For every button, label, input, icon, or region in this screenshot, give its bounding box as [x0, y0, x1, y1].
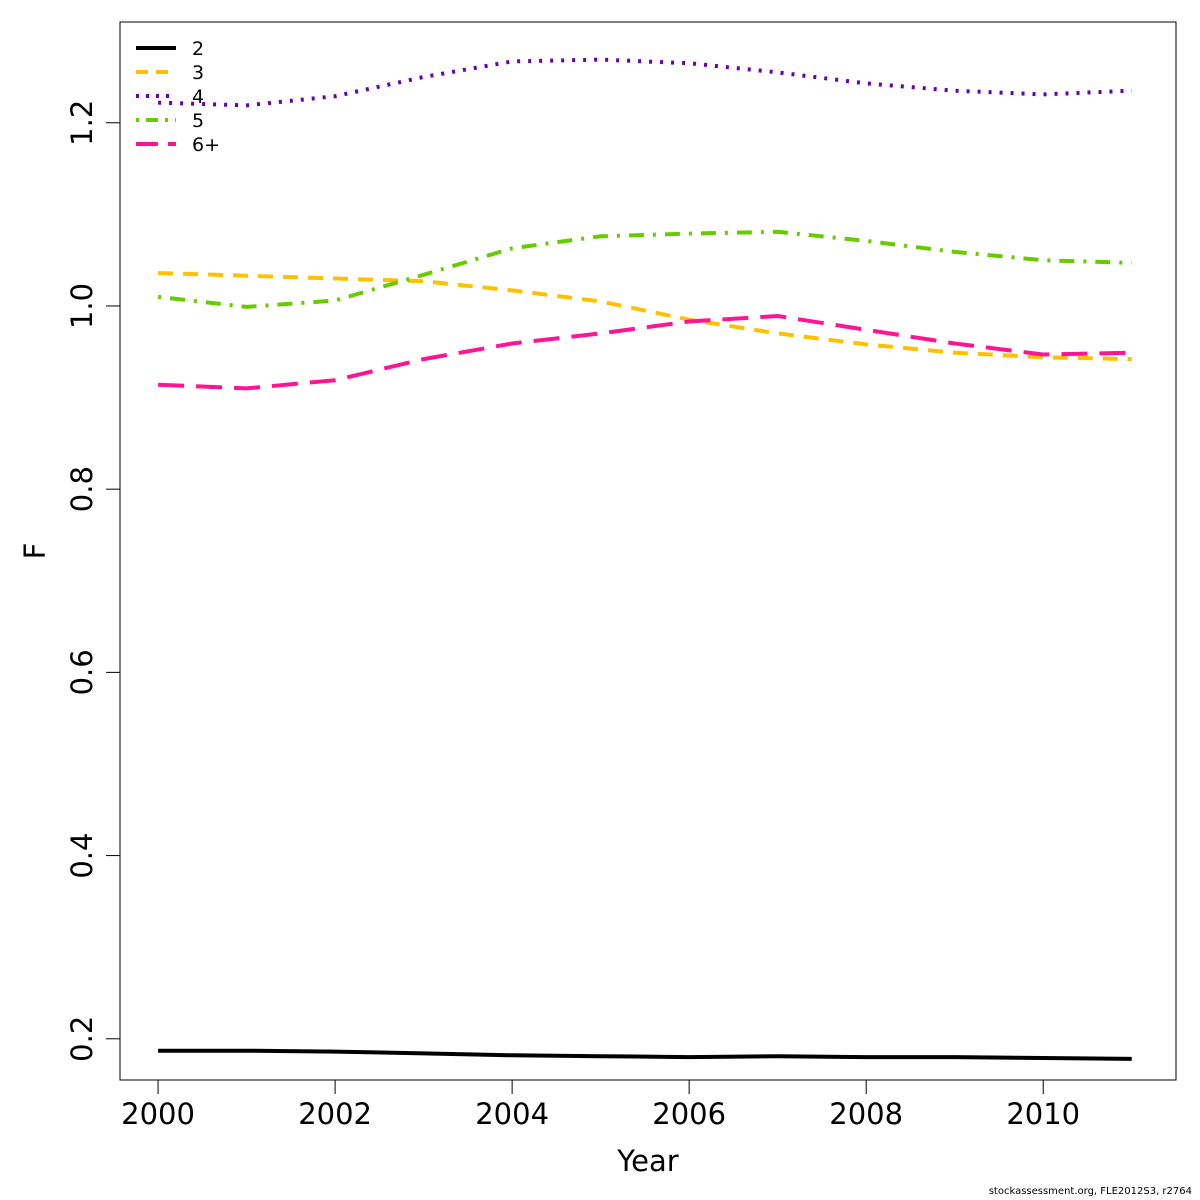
- series-5-point: [776, 230, 780, 234]
- series-6-plus-point: [1041, 353, 1045, 357]
- series-6-plus-point: [333, 378, 337, 382]
- legend-label: 2: [192, 38, 204, 60]
- series-6-plus-point: [776, 314, 780, 318]
- x-tick-label: 2010: [1006, 1097, 1080, 1131]
- series-3-point: [510, 288, 514, 292]
- series-4-point: [333, 94, 337, 98]
- series-2-line: [158, 1048, 1132, 1061]
- y-tick-label: 1.0: [65, 283, 99, 329]
- legend-label: 5: [192, 110, 204, 132]
- series-6-plus-point: [599, 331, 603, 335]
- series-3-point: [864, 342, 868, 346]
- series-5-point: [1130, 261, 1134, 265]
- series-2-point: [245, 1049, 249, 1053]
- series-3-line: [158, 271, 1132, 362]
- series-2-point: [422, 1051, 426, 1055]
- plot-area: 2000 2002 2004 2006 2008 2010 0.2 0.4 0.6 0.8 1.0 1…: [18, 21, 1177, 1178]
- series-3-point: [245, 274, 249, 278]
- series-4-point: [245, 103, 249, 107]
- plot-frame: [119, 21, 1177, 1081]
- series-5-point: [245, 305, 249, 309]
- legend-label: 3: [192, 62, 204, 84]
- series-6-plus-line: [158, 314, 1132, 391]
- series-4-point: [1041, 92, 1045, 96]
- series-4-line: [158, 57, 1132, 108]
- legend-label: 4: [192, 86, 204, 108]
- series-6-plus-point: [510, 342, 514, 346]
- y-axis-title: F: [18, 543, 52, 560]
- series-6-plus-point: [245, 386, 249, 390]
- series-2-point: [864, 1055, 868, 1059]
- y-tick-label: 0.2: [65, 1016, 99, 1062]
- series-4-point: [156, 101, 160, 105]
- x-tick-label: 2004: [475, 1097, 549, 1131]
- series-6-plus-point: [156, 383, 160, 387]
- footer-credit: stockassessment.org, FLE2012S3, r2764: [988, 1186, 1192, 1197]
- series-2-point: [953, 1055, 957, 1059]
- series-3-point: [333, 276, 337, 280]
- series-2-point: [599, 1054, 603, 1058]
- series-4-point: [953, 89, 957, 93]
- series-6-plus-point: [953, 342, 957, 346]
- series-3-point: [599, 299, 603, 303]
- series-5-point: [687, 232, 691, 236]
- x-axis-title: Year: [616, 1144, 678, 1178]
- series-2-point: [687, 1055, 691, 1059]
- series-4-point: [1130, 89, 1134, 93]
- series-5-point: [422, 273, 426, 277]
- legend-label: 6+: [192, 134, 220, 156]
- series-3-point: [422, 279, 426, 283]
- series-2-point: [1041, 1056, 1045, 1060]
- series-2-point: [1130, 1057, 1134, 1061]
- y-tick-label: 0.6: [65, 649, 99, 695]
- series-2-point: [776, 1054, 780, 1058]
- series-6-plus-point: [687, 320, 691, 324]
- series-3-point: [953, 351, 957, 355]
- series-5-line: [157, 229, 1132, 309]
- series-2-point: [156, 1049, 160, 1053]
- series-4-point: [599, 58, 603, 62]
- series-6-plus-point: [1130, 351, 1134, 355]
- x-tick-label: 2006: [652, 1097, 726, 1131]
- x-tick-label: 2008: [829, 1097, 903, 1131]
- y-tick-label: 0.4: [65, 833, 99, 879]
- series-5-point: [953, 250, 957, 254]
- y-tick-label: 1.2: [65, 100, 99, 146]
- series-3-point: [1130, 357, 1134, 361]
- series-5-point: [510, 246, 514, 250]
- series-5-point: [864, 239, 868, 243]
- series-3-point: [156, 271, 160, 275]
- series-6-plus-point: [864, 328, 868, 332]
- series-4-point: [510, 59, 514, 63]
- series-5-point: [1041, 258, 1045, 262]
- series-5-point: [599, 234, 603, 238]
- series-5-point: [333, 298, 337, 302]
- x-tick-label: 2002: [298, 1097, 372, 1131]
- series-3-point: [776, 331, 780, 335]
- series-4-point: [687, 61, 691, 65]
- series-2-point: [510, 1053, 514, 1057]
- series-5-point: [156, 295, 160, 299]
- series-4-point: [776, 70, 780, 74]
- series-2-point: [333, 1050, 337, 1054]
- y-tick-label: 0.8: [65, 466, 99, 512]
- series-6-plus-point: [422, 357, 426, 361]
- series-4-point: [864, 81, 868, 85]
- x-tick-label: 2000: [121, 1097, 195, 1131]
- series-4-point: [422, 75, 426, 79]
